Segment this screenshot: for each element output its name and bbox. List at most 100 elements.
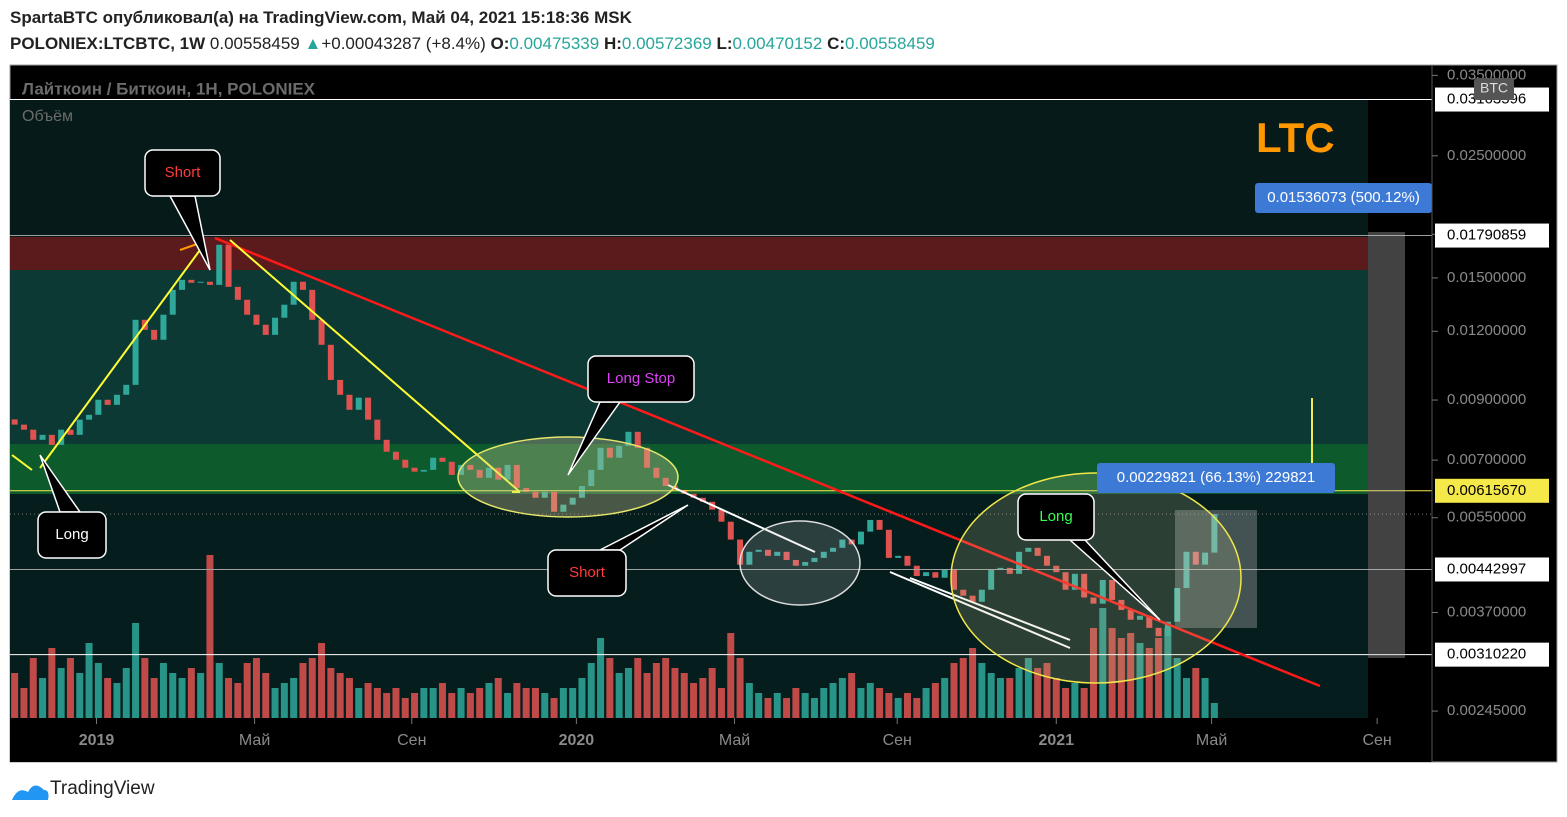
candle-body xyxy=(560,504,567,512)
highlight xyxy=(457,436,679,518)
volume-bar xyxy=(29,658,37,718)
symbol-line: POLONIEX:LTCBTC, 1W 0.00558459 ▲+0.00043… xyxy=(10,34,935,54)
candle-body xyxy=(169,289,176,315)
candle-body xyxy=(337,379,344,395)
volume-bar xyxy=(215,663,223,718)
candle-body xyxy=(234,286,241,300)
x-tick-label: Сен xyxy=(397,732,426,749)
candle-body xyxy=(950,570,957,590)
volume-bar xyxy=(457,688,465,718)
volume-bar xyxy=(1155,638,1163,718)
volume-bar xyxy=(1080,688,1088,718)
candle-body xyxy=(467,464,474,470)
candle-body xyxy=(392,451,399,460)
y-tick-label: 0.02500000 xyxy=(1447,147,1526,164)
axes: 0.035000000.025000000.018000000.01500000… xyxy=(79,65,1549,762)
candle-body xyxy=(895,555,902,558)
y-tick-label: 0.00900000 xyxy=(1447,391,1526,408)
volume-bar xyxy=(810,698,818,718)
candle-body xyxy=(988,570,995,590)
price-label-bg xyxy=(1435,557,1549,582)
candle-body xyxy=(941,570,948,578)
candle-body xyxy=(699,497,706,502)
drawing-line xyxy=(214,236,1321,688)
candle-body xyxy=(802,562,809,566)
volume-bar xyxy=(1108,628,1116,718)
measure-box xyxy=(1368,232,1405,658)
callout-text: Long xyxy=(55,526,88,543)
candle-body xyxy=(272,317,279,335)
volume-bar xyxy=(476,688,484,718)
volume-bar xyxy=(597,638,605,718)
drawing-line xyxy=(229,239,521,493)
volume-bar xyxy=(280,683,288,718)
candle-body xyxy=(448,461,455,475)
volume-bar xyxy=(206,555,214,718)
callout xyxy=(1017,493,1095,541)
volume-bar xyxy=(1024,658,1032,718)
candle-body xyxy=(625,431,632,446)
volume-bar xyxy=(178,678,186,718)
candle-body xyxy=(513,464,520,488)
volume-bar xyxy=(699,678,707,718)
measure-label: 0.00229821 (66.13%) 229821 xyxy=(1117,469,1316,486)
volume-bar xyxy=(57,668,65,718)
candle-body xyxy=(755,549,762,552)
footer: TradingView xyxy=(50,778,155,800)
candle-body xyxy=(244,299,251,315)
price-label: 0.00310220 xyxy=(1447,646,1526,663)
symbol: POLONIEX:LTCBTC, 1W xyxy=(10,34,206,53)
volume-bar xyxy=(1117,638,1125,718)
volume-bar xyxy=(466,693,474,718)
volume-bar xyxy=(587,663,595,718)
ohlc-value: 0.00558459 xyxy=(845,34,935,53)
candle-body xyxy=(578,486,585,498)
x-tick-label: Май xyxy=(719,732,750,749)
volume-bar xyxy=(48,648,56,718)
candle-body xyxy=(476,469,483,478)
volume-bar xyxy=(355,688,363,718)
candle-body xyxy=(458,464,465,475)
candle-body xyxy=(997,567,1004,571)
candle-body xyxy=(253,314,260,325)
volume-bar xyxy=(20,688,28,718)
candle-body xyxy=(1109,579,1116,600)
candle-body xyxy=(551,491,558,512)
candle-body xyxy=(30,429,37,440)
volume-bar xyxy=(39,678,47,718)
volume-bar xyxy=(1052,678,1060,718)
candle-body xyxy=(309,289,316,320)
y-tick-label: 0.00370000 xyxy=(1447,603,1526,620)
volume-bar xyxy=(66,658,74,718)
volume-bar xyxy=(327,668,335,718)
volume-bar xyxy=(969,648,977,718)
candle-body xyxy=(1025,547,1032,552)
volume-bar xyxy=(717,688,725,718)
candle-body xyxy=(792,559,799,566)
volume-bar xyxy=(959,658,967,718)
candle-body xyxy=(374,419,381,440)
volume-bar xyxy=(559,688,567,718)
volume-bar xyxy=(634,658,642,718)
candles xyxy=(11,244,1218,637)
candle-body xyxy=(857,531,864,545)
volume-bar xyxy=(941,678,949,718)
volume-bar xyxy=(448,693,456,718)
volume-bar xyxy=(987,673,995,718)
candle-body xyxy=(411,467,418,472)
ohlc-value: 0.00475339 xyxy=(509,34,600,53)
volume-bar xyxy=(931,683,939,718)
volume-bar xyxy=(652,663,660,718)
candle-body xyxy=(365,397,372,420)
candle-body xyxy=(969,595,976,602)
candle-body xyxy=(504,464,511,480)
candle-body xyxy=(48,434,55,445)
volume-bar xyxy=(243,663,251,718)
volume-bar xyxy=(262,673,270,718)
currency: BTC xyxy=(1480,80,1508,96)
volume-bar xyxy=(438,683,446,718)
candle-body xyxy=(783,551,790,560)
currency-bg xyxy=(1474,78,1514,100)
candle-body xyxy=(727,521,734,540)
